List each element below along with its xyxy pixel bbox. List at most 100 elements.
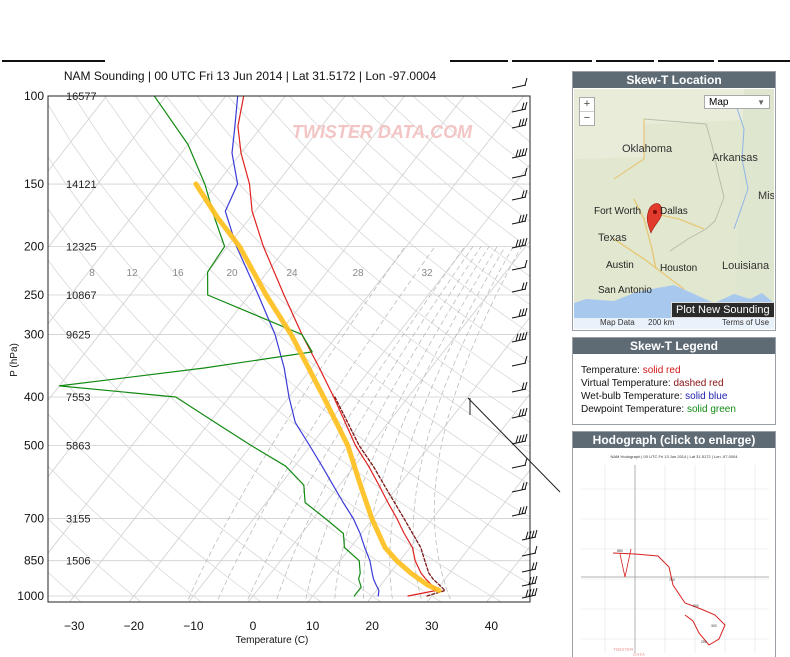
- wind-barb-flag: [524, 213, 528, 222]
- map-label: Texas: [598, 232, 627, 244]
- isotherm-line: [0, 96, 47, 607]
- wind-barb: [511, 505, 528, 517]
- wind-barb-staff: [511, 196, 527, 201]
- wind-barb-flag: [524, 147, 528, 156]
- map-marker-icon[interactable]: [646, 203, 663, 234]
- moist-adiabat: [216, 246, 436, 602]
- moist-adiabat: [304, 246, 482, 602]
- pressure-tick-label: 1000: [17, 589, 44, 603]
- wind-barb-staff: [511, 244, 527, 249]
- wind-barb-flag: [534, 561, 538, 570]
- wind-barb-flag: [531, 576, 535, 584]
- wind-barb-flag: [528, 577, 532, 585]
- chevron-down-icon: ▼: [757, 98, 765, 107]
- pressure-tick-label: 100: [24, 89, 44, 103]
- wind-barb-flag: [524, 331, 528, 340]
- mixing-ratio-label: 24: [286, 268, 298, 279]
- wind-barb-flag: [518, 119, 522, 127]
- legend-item: Virtual Temperature: dashed red: [581, 377, 775, 390]
- terms-link[interactable]: Terms of Use: [722, 318, 770, 327]
- wind-barb-flag: [521, 332, 525, 340]
- wind-barb-staff: [511, 362, 527, 367]
- wind-barb-flag: [518, 507, 522, 515]
- x-tick-label: 40: [485, 619, 499, 633]
- location-map[interactable]: Oklahoma Arkansas Mis Fort Worth Dallas …: [574, 89, 774, 329]
- legend-label: Virtual Temperature:: [581, 378, 671, 389]
- wind-barb-flag: [525, 589, 529, 597]
- legend-value: solid green: [686, 404, 736, 415]
- height-label: 14121: [66, 179, 97, 191]
- map-data-link[interactable]: Map Data: [600, 318, 635, 327]
- wind-barb-flag: [515, 149, 519, 157]
- map-label: Oklahoma: [622, 143, 673, 155]
- height-label: 12325: [66, 242, 97, 254]
- wind-barb-flag: [515, 333, 519, 341]
- wind-barb-flag: [524, 433, 528, 442]
- legend-label: Dewpoint Temperature:: [581, 404, 685, 415]
- wind-barb-flag: [531, 530, 535, 538]
- top-divider: [718, 60, 790, 62]
- wind-barb-flag: [524, 281, 528, 290]
- series-line: [224, 96, 380, 597]
- height-label: 10867: [66, 290, 97, 302]
- watermark: TWISTER DATA.COM: [292, 122, 473, 142]
- wind-barb: [511, 433, 528, 445]
- wind-barb-flag: [515, 239, 519, 247]
- pressure-tick-label: 700: [24, 512, 44, 526]
- wind-barb-flag: [524, 101, 528, 110]
- wind-barb-staff: [511, 338, 527, 343]
- wind-barb: [511, 101, 528, 113]
- isotherm-line: [69, 96, 465, 602]
- wind-barb-staff: [521, 552, 537, 557]
- mixing-ratio-line: [780, 300, 790, 602]
- wind-barb-staff: [511, 512, 527, 517]
- wind-staff-line: [467, 397, 561, 493]
- wind-barb: [511, 237, 528, 249]
- zoom-out-button[interactable]: −: [580, 111, 594, 125]
- plot-new-sounding-button[interactable]: Plot New Sounding: [671, 302, 774, 318]
- wind-barb: [511, 331, 528, 343]
- mixing-ratio-label: 28: [352, 268, 364, 279]
- svg-text:850: 850: [617, 549, 623, 553]
- hodograph-thumbnail[interactable]: NAM Hodograph | 00 UTC Fri 13 Jun 2014 |…: [573, 449, 775, 657]
- legend-value: dashed red: [673, 378, 724, 389]
- wind-barb-flag: [528, 531, 532, 539]
- wind-barb: [511, 481, 528, 493]
- isotherm-line: [48, 96, 346, 478]
- height-label: 7553: [66, 392, 90, 404]
- wind-barb-flag: [518, 149, 522, 157]
- mixing-ratio-label: 32: [421, 268, 433, 279]
- wind-barb-flag: [524, 407, 528, 416]
- map-label: Louisiana: [722, 260, 770, 272]
- wind-barb-flag: [524, 307, 528, 316]
- svg-text:300: 300: [711, 624, 717, 628]
- wind-barb-flag: [521, 102, 525, 110]
- x-axis-label: Temperature (C): [236, 635, 309, 646]
- map-type-select[interactable]: Map ▼: [704, 95, 770, 109]
- skew-t-legend-panel: Skew-T Legend Temperature: solid red Vir…: [572, 337, 776, 425]
- wind-barb-staff: [511, 220, 527, 225]
- wind-barb-staff: [521, 594, 537, 599]
- zoom-in-button[interactable]: +: [583, 98, 591, 110]
- moist-adiabat: [389, 246, 506, 602]
- x-tick-label: 10: [306, 619, 320, 633]
- legend-header: Skew-T Legend: [573, 338, 775, 354]
- pressure-tick-label: 300: [24, 328, 44, 342]
- hodograph-panel[interactable]: Hodograph (click to enlarge) NAM Hodogra…: [572, 431, 776, 657]
- map-label: Dallas: [660, 206, 688, 217]
- wind-barb: [511, 407, 528, 419]
- wind-barb: [511, 147, 528, 159]
- x-tick-label: −10: [183, 619, 204, 633]
- top-divider: [2, 60, 105, 62]
- wind-barb-staff: [511, 108, 527, 113]
- dry-adiabat: [48, 310, 382, 602]
- wind-barb: [511, 117, 528, 129]
- wind-barb-flag: [521, 282, 525, 290]
- hodograph-title: NAM Hodograph | 00 UTC Fri 13 Jun 2014 |…: [611, 454, 739, 459]
- isotherm-line: [128, 96, 525, 602]
- wind-barb-flag: [524, 167, 528, 176]
- wind-barb-flag: [524, 481, 528, 490]
- location-header: Skew-T Location: [573, 72, 775, 88]
- wind-barb-flag: [524, 457, 528, 466]
- skew-t-location-panel: Skew-T Location Oklahoma Arkansas Mis Fo…: [572, 71, 776, 331]
